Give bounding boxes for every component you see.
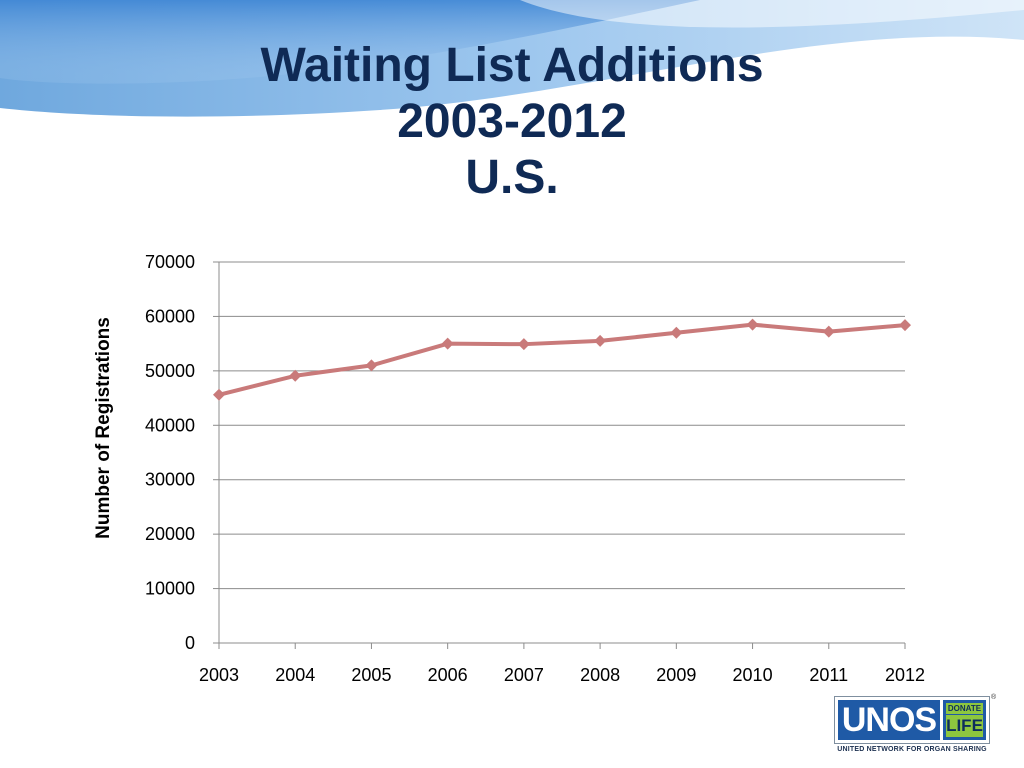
y-tick-label: 10000 bbox=[145, 579, 195, 599]
y-tick-label: 0 bbox=[185, 633, 195, 653]
data-point bbox=[746, 318, 759, 331]
x-tick-label: 2006 bbox=[428, 665, 468, 685]
y-tick-label: 40000 bbox=[145, 415, 195, 435]
x-tick-label: 2011 bbox=[809, 665, 848, 685]
data-point bbox=[594, 334, 607, 347]
y-tick-label: 50000 bbox=[145, 361, 195, 381]
unos-donate-life-logo: UNOS DONATE LIFE ® UNITED NETWORK FOR OR… bbox=[834, 694, 996, 758]
chart-axes bbox=[213, 261, 906, 649]
x-tick-label: 2010 bbox=[733, 665, 773, 685]
logo-unos-text: UNOS bbox=[838, 700, 940, 740]
x-tick-label: 2009 bbox=[656, 665, 696, 685]
x-tick-label: 2003 bbox=[199, 665, 239, 685]
data-point bbox=[289, 369, 302, 382]
slide-title: Waiting List Additions 2003-2012 U.S. bbox=[0, 38, 1024, 206]
x-tick-label: 2012 bbox=[885, 665, 925, 685]
data-point bbox=[899, 319, 911, 332]
logo-frame: UNOS DONATE LIFE bbox=[834, 696, 990, 744]
y-tick-label: 60000 bbox=[145, 306, 195, 326]
slide-title-line-2: 2003-2012 bbox=[397, 95, 627, 148]
series-line bbox=[217, 322, 907, 397]
donate-life-top-text: DONATE bbox=[946, 703, 983, 714]
donate-life-badge: DONATE LIFE bbox=[943, 700, 986, 740]
y-axis-label: Number of Registrations bbox=[93, 317, 114, 539]
x-tick-label: 2005 bbox=[351, 665, 391, 685]
data-point bbox=[213, 388, 225, 401]
chart-gridlines bbox=[219, 261, 905, 590]
data-point bbox=[822, 325, 835, 338]
x-tick-label: 2004 bbox=[275, 665, 315, 685]
x-tick-label: 2007 bbox=[504, 665, 544, 685]
y-axis-tick-labels: 0 10000 20000 30000 40000 50000 60000 70000 bbox=[145, 252, 195, 653]
logo-tagline: UNITED NETWORK FOR ORGAN SHARING bbox=[837, 746, 987, 753]
slide-title-line-1: Waiting List Additions bbox=[260, 39, 764, 92]
data-point bbox=[441, 337, 454, 350]
data-point bbox=[365, 359, 378, 372]
y-tick-label: 30000 bbox=[145, 470, 195, 490]
background-swoosh bbox=[0, 0, 1024, 152]
y-tick-label: 70000 bbox=[145, 252, 195, 272]
slide-title-line-3: U.S. bbox=[465, 151, 559, 204]
x-tick-label: 2008 bbox=[580, 665, 620, 685]
data-point bbox=[670, 326, 683, 339]
chart-series bbox=[213, 318, 911, 401]
donate-life-bottom-text: LIFE bbox=[946, 715, 983, 737]
x-axis-tick-labels: 2003 2004 2005 2006 2007 2008 2009 2010 2011 2012 bbox=[199, 665, 925, 685]
y-tick-label: 20000 bbox=[145, 524, 195, 544]
registered-mark: ® bbox=[991, 694, 997, 701]
data-point bbox=[517, 338, 530, 351]
